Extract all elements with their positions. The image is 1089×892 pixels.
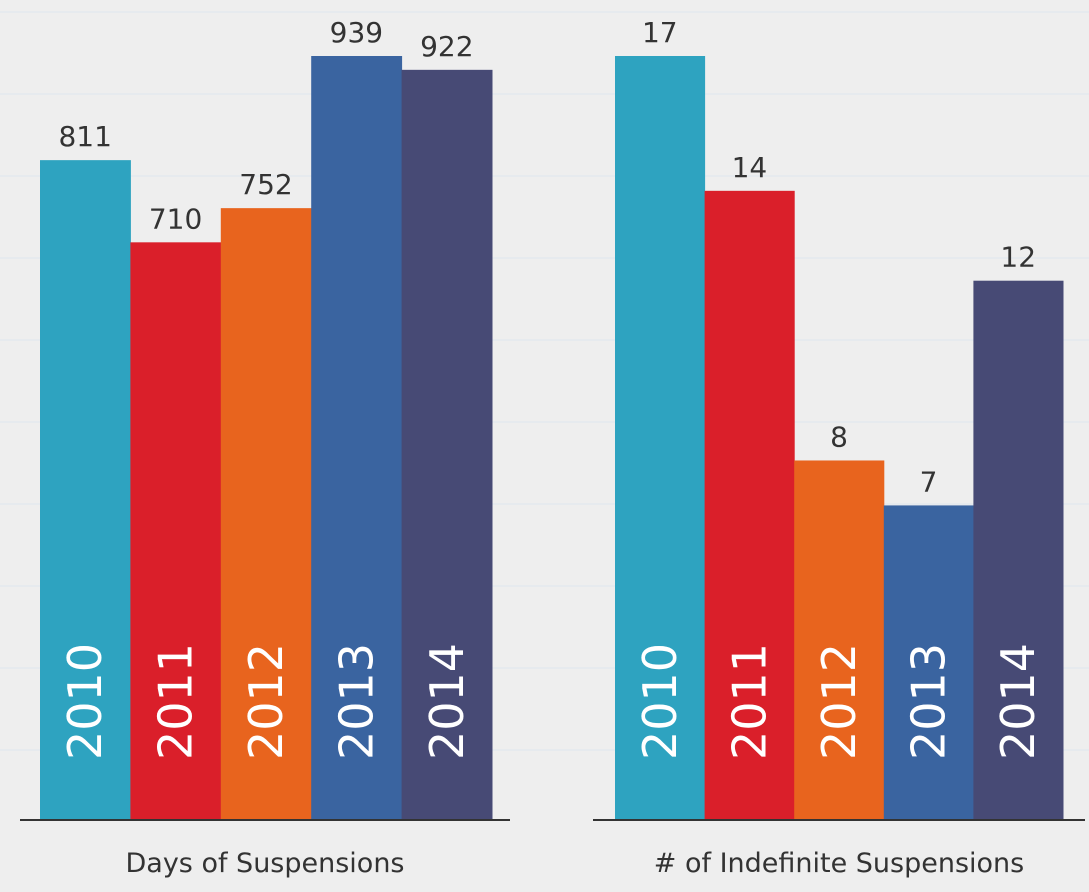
category-label: 2012 xyxy=(812,643,866,760)
category-label: 2010 xyxy=(58,643,112,760)
chart-title: Days of Suspensions xyxy=(125,848,404,879)
category-label: 2013 xyxy=(902,643,956,760)
data-label: 17 xyxy=(642,16,678,49)
bar xyxy=(883,505,974,820)
data-label: 8 xyxy=(830,420,848,453)
data-label: 710 xyxy=(149,202,202,235)
bar xyxy=(130,242,222,820)
data-label: 752 xyxy=(239,168,292,201)
bar xyxy=(220,208,312,820)
data-label: 939 xyxy=(330,16,383,49)
data-label: 12 xyxy=(1000,241,1036,274)
data-label: 14 xyxy=(732,151,768,184)
category-label: 2011 xyxy=(149,643,203,760)
category-label: 2011 xyxy=(722,643,776,760)
chart-title: # of Indefinite Suspensions xyxy=(654,848,1025,879)
category-label: 2012 xyxy=(239,643,293,760)
category-label: 2013 xyxy=(329,643,383,760)
category-label: 2014 xyxy=(991,643,1045,760)
data-label: 811 xyxy=(58,120,111,153)
data-label: 7 xyxy=(920,465,938,498)
bar xyxy=(794,460,885,820)
bar xyxy=(704,190,795,820)
data-label: 922 xyxy=(420,30,473,63)
bar xyxy=(401,69,493,821)
bar xyxy=(311,56,403,820)
bar xyxy=(40,160,131,820)
category-label: 2014 xyxy=(420,643,474,760)
category-label: 2010 xyxy=(633,643,687,760)
bar xyxy=(973,280,1064,820)
bar xyxy=(615,56,706,820)
